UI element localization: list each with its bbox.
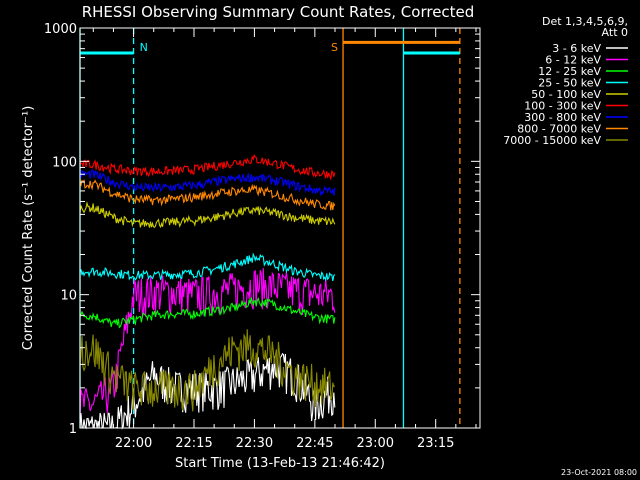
x-tick-label: 23:15 xyxy=(417,436,454,451)
legend-label: 3 - 6 keV xyxy=(552,42,601,55)
date-stamp: 23-Oct-2021 08:00 xyxy=(561,468,637,477)
series-line-6 xyxy=(79,168,336,197)
x-tick-label: 22:15 xyxy=(175,436,212,451)
legend-header: Det 1,3,4,5,6,9, xyxy=(542,15,628,28)
plot-frame xyxy=(79,27,481,429)
legend-label: 12 - 25 keV xyxy=(538,65,601,78)
x-axis-label: Start Time (13-Feb-13 21:46:42) xyxy=(175,456,385,471)
x-tick-label: 23:00 xyxy=(357,436,394,451)
legend-label: 7000 - 15000 keV xyxy=(503,134,601,147)
x-tick-label: 22:45 xyxy=(296,436,333,451)
marker-annotation-n: N xyxy=(140,41,148,54)
series-line-3 xyxy=(79,252,336,282)
series-line-7 xyxy=(79,179,336,211)
y-tick-label: 100 xyxy=(52,155,77,170)
legend-label: 50 - 100 keV xyxy=(531,88,601,101)
series-line-2 xyxy=(79,296,336,329)
axes: 1 10 100 1000 22:00 22:15 22:30 22:45 23:00 23:15 xyxy=(44,22,481,451)
chart-title: RHESSI Observing Summary Count Rates, Co… xyxy=(82,3,475,21)
marker-annotation-s: S xyxy=(331,41,338,54)
legend-label: 300 - 800 keV xyxy=(524,111,601,124)
legend-label: 100 - 300 keV xyxy=(524,100,601,113)
series-lines xyxy=(79,153,336,430)
legend-label: 800 - 7000 keV xyxy=(517,123,601,136)
legend-header: Att 0 xyxy=(602,26,628,39)
legend-label: 6 - 12 keV xyxy=(545,54,601,67)
x-tick-label: 22:30 xyxy=(236,436,273,451)
series-line-5 xyxy=(79,153,336,181)
y-tick-label: 10 xyxy=(60,289,77,304)
series-line-1 xyxy=(79,267,336,417)
legend-label: 25 - 50 keV xyxy=(538,77,601,90)
series-line-8 xyxy=(79,329,336,412)
y-tick-label: 1 xyxy=(69,422,77,437)
y-axis-label: Corrected Count Rate (s⁻¹ detector⁻¹) xyxy=(21,106,36,351)
y-tick-label: 1000 xyxy=(44,22,77,37)
series-line-4 xyxy=(79,201,336,229)
x-tick-label: 22:00 xyxy=(115,436,152,451)
